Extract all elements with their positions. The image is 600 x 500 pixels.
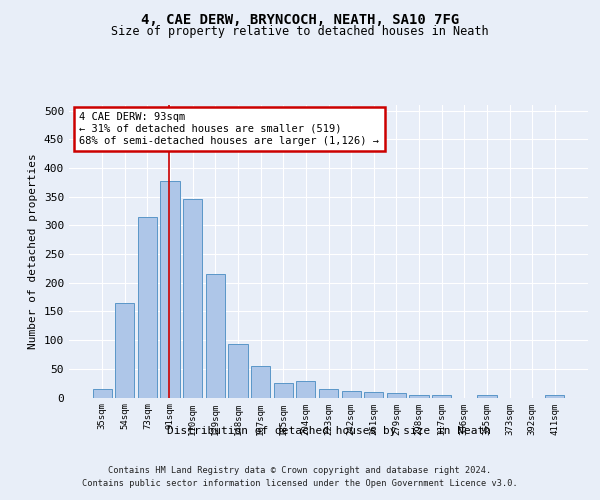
Bar bbox=[183, 199, 202, 398]
Bar bbox=[319, 389, 338, 398]
Text: Contains public sector information licensed under the Open Government Licence v3: Contains public sector information licen… bbox=[82, 479, 518, 488]
Bar bbox=[477, 395, 497, 398]
Bar bbox=[274, 383, 293, 398]
Text: Contains HM Land Registry data © Crown copyright and database right 2024.: Contains HM Land Registry data © Crown c… bbox=[109, 466, 491, 475]
Bar bbox=[409, 394, 428, 398]
Bar bbox=[229, 344, 248, 398]
Bar bbox=[296, 381, 316, 398]
Text: 4 CAE DERW: 93sqm
← 31% of detached houses are smaller (519)
68% of semi-detache: 4 CAE DERW: 93sqm ← 31% of detached hous… bbox=[79, 112, 379, 146]
Bar bbox=[432, 395, 451, 398]
Bar bbox=[545, 395, 565, 398]
Bar bbox=[115, 303, 134, 398]
Bar bbox=[364, 392, 383, 398]
Text: Distribution of detached houses by size in Neath: Distribution of detached houses by size … bbox=[167, 426, 491, 436]
Bar bbox=[92, 389, 112, 398]
Bar bbox=[160, 180, 180, 398]
Bar bbox=[387, 394, 406, 398]
Text: 4, CAE DERW, BRYNCOCH, NEATH, SA10 7FG: 4, CAE DERW, BRYNCOCH, NEATH, SA10 7FG bbox=[141, 12, 459, 26]
Y-axis label: Number of detached properties: Number of detached properties bbox=[28, 154, 38, 349]
Bar bbox=[206, 274, 225, 398]
Bar bbox=[251, 366, 270, 398]
Text: Size of property relative to detached houses in Neath: Size of property relative to detached ho… bbox=[111, 25, 489, 38]
Bar bbox=[138, 218, 157, 398]
Bar bbox=[341, 391, 361, 398]
